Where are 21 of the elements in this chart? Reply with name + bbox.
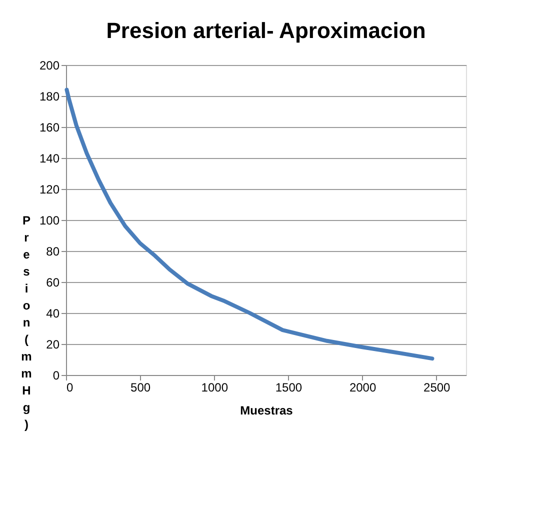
x-tick-label: 0 [66, 380, 74, 394]
y-tick-label: 40 [46, 306, 60, 320]
chart-title: Presion arterial- Aproximacion [106, 18, 426, 43]
y-tick-label: 100 [39, 214, 60, 228]
y-tick-label: 60 [46, 276, 60, 290]
y-tick-label: 0 [52, 368, 60, 382]
x-axis-title: Muestras [240, 404, 294, 418]
line-series [64, 88, 434, 361]
y-tick-label: 80 [46, 244, 60, 258]
x-tick-label: 1000 [201, 380, 228, 394]
y-tick-label: 140 [39, 152, 60, 166]
y-tick-label: 200 [39, 58, 60, 72]
y-tick-label: 160 [39, 120, 60, 134]
x-tick-label: 2500 [424, 380, 451, 394]
text: Presion (mmHg) [21, 214, 32, 432]
x-tick-label: 1500 [275, 380, 302, 394]
y-tick-label: 180 [39, 90, 60, 104]
y-tick-label: 120 [39, 182, 60, 196]
y-tick-label: 20 [46, 338, 60, 352]
x-tick-label: 500 [130, 380, 151, 394]
x-tick-label: 2000 [349, 380, 376, 394]
